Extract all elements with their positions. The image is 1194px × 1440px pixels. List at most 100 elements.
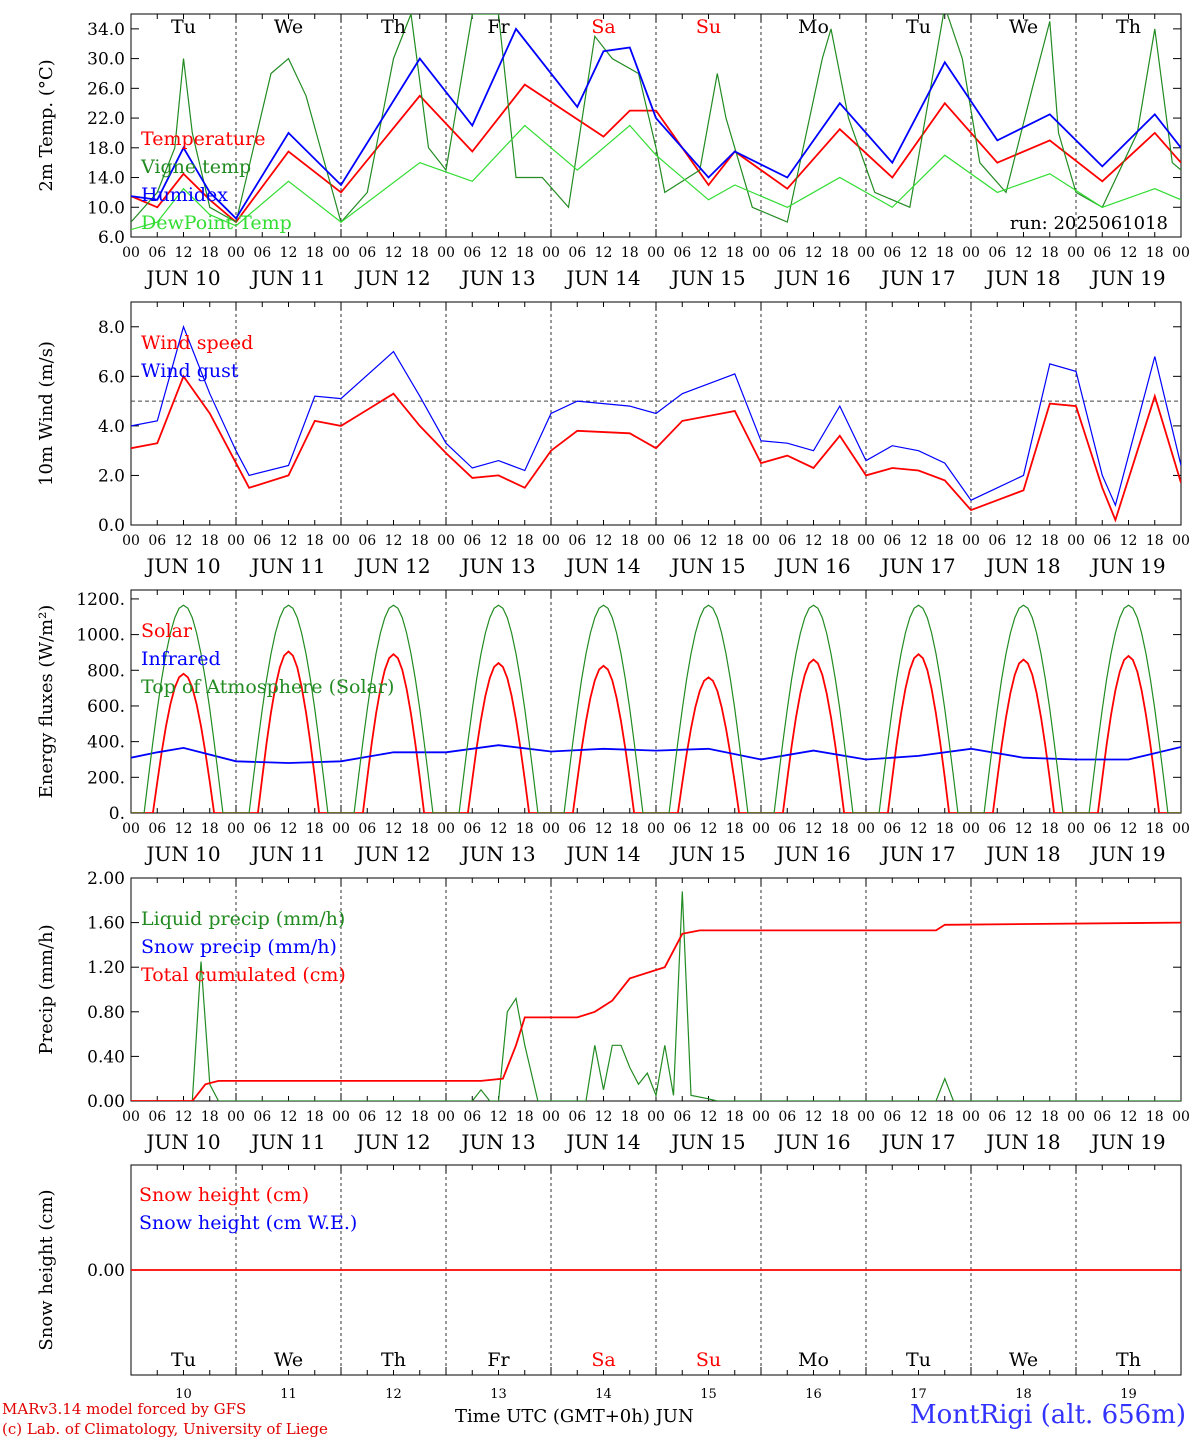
y-tick-label: 10.0 <box>87 198 125 218</box>
hour-tick-label: 18 <box>201 533 219 549</box>
hour-tick-label: 00 <box>542 821 560 837</box>
hour-tick-label: 06 <box>148 1109 166 1125</box>
hour-tick-label: 06 <box>253 533 271 549</box>
hour-tick-label: 00 <box>857 821 875 837</box>
series-line <box>131 324 1181 508</box>
y-tick-label: 0.00 <box>87 1261 125 1281</box>
hour-tick-label: 12 <box>700 245 718 261</box>
y-axis-label: Snow height (cm) <box>36 1189 57 1350</box>
hour-tick-label: 18 <box>201 821 219 837</box>
hour-tick-label: 06 <box>1093 245 1111 261</box>
y-tick-label: 0.00 <box>87 1092 125 1112</box>
hour-tick-label: 18 <box>201 245 219 261</box>
date-label: JUN 10 <box>144 842 220 866</box>
series-line <box>131 83 1181 224</box>
hour-tick-label: 12 <box>1120 245 1138 261</box>
date-label: JUN 12 <box>354 554 430 578</box>
legend-entry: Snow height (cm) <box>139 1184 309 1206</box>
hour-tick-label: 00 <box>332 245 350 261</box>
hour-tick-label: 12 <box>280 533 298 549</box>
hour-tick-label: 00 <box>542 245 560 261</box>
hour-tick-label: 12 <box>910 533 928 549</box>
y-tick-label: 2.0 <box>98 466 125 486</box>
legend-entry: Humidex <box>141 184 228 206</box>
date-label: JUN 10 <box>144 266 220 290</box>
date-label: JUN 12 <box>354 1130 430 1154</box>
hour-tick-label: 12 <box>490 821 508 837</box>
day-number: 14 <box>595 1387 612 1402</box>
y-tick-label: 34.0 <box>87 20 125 40</box>
hour-tick-label: 06 <box>253 1109 271 1125</box>
hour-tick-label: 18 <box>831 821 849 837</box>
hour-tick-label: 00 <box>122 1109 140 1125</box>
hour-tick-label: 06 <box>988 821 1006 837</box>
hour-tick-label: 06 <box>568 1109 586 1125</box>
day-number: 12 <box>385 1387 402 1402</box>
y-tick-label: 26.0 <box>87 79 125 99</box>
hour-tick-label: 00 <box>542 533 560 549</box>
date-label: JUN 17 <box>879 266 955 290</box>
hour-tick-label: 06 <box>988 245 1006 261</box>
date-label: JUN 19 <box>1089 842 1165 866</box>
date-label: JUN 14 <box>564 842 640 866</box>
hour-tick-label: 00 <box>437 533 455 549</box>
y-tick-label: 0.0 <box>98 516 125 536</box>
hour-tick-label: 12 <box>700 1109 718 1125</box>
hour-tick-label: 06 <box>568 533 586 549</box>
hour-tick-label: 00 <box>647 533 665 549</box>
hour-tick-label: 12 <box>595 1109 613 1125</box>
date-label: JUN 18 <box>984 554 1060 578</box>
weekday-label: We <box>274 16 303 38</box>
hour-tick-label: 06 <box>463 245 481 261</box>
hour-tick-label: 12 <box>175 245 193 261</box>
weekday-label: Fr <box>487 16 510 38</box>
hour-tick-label: 18 <box>411 821 429 837</box>
day-number: 13 <box>490 1387 507 1402</box>
hour-tick-label: 12 <box>280 821 298 837</box>
hour-tick-label: 00 <box>752 245 770 261</box>
hour-tick-label: 12 <box>1015 533 1033 549</box>
date-label: JUN 19 <box>1089 266 1165 290</box>
hour-tick-label: 12 <box>910 1109 928 1125</box>
hour-tick-label: 12 <box>385 1109 403 1125</box>
series-line <box>131 744 1181 764</box>
hour-tick-label: 06 <box>1093 533 1111 549</box>
lab-credit: (c) Lab. of Climatology, University of L… <box>2 1420 328 1438</box>
hour-tick-label: 00 <box>542 1109 560 1125</box>
day-number: 15 <box>700 1387 717 1402</box>
hour-tick-label: 06 <box>778 821 796 837</box>
hour-tick-label: 12 <box>175 821 193 837</box>
weekday-label: Su <box>696 16 721 38</box>
series-group <box>131 14 1181 231</box>
hour-tick-label: 12 <box>280 1109 298 1125</box>
date-label: JUN 16 <box>774 842 850 866</box>
hour-tick-label: 00 <box>1067 1109 1085 1125</box>
day-number: 17 <box>910 1387 927 1402</box>
series-line <box>131 124 1181 231</box>
hour-tick-label: 06 <box>463 1109 481 1125</box>
hour-tick-label: 18 <box>1041 245 1059 261</box>
hour-tick-label: 00 <box>857 245 875 261</box>
legend-entry: Total cumulated (cm) <box>141 964 346 986</box>
hour-tick-label: 12 <box>805 1109 823 1125</box>
legend-entry: Snow height (cm W.E.) <box>139 1212 357 1234</box>
weekday-label: Th <box>381 1349 406 1371</box>
hour-tick-label: 00 <box>1067 533 1085 549</box>
date-label: JUN 14 <box>564 266 640 290</box>
date-label: JUN 13 <box>459 842 535 866</box>
date-label: JUN 12 <box>354 266 430 290</box>
weekday-label: Sa <box>591 1349 615 1371</box>
hour-tick-label: 18 <box>936 1109 954 1125</box>
date-label: JUN 15 <box>669 554 745 578</box>
hour-tick-label: 00 <box>437 245 455 261</box>
hour-tick-label: 18 <box>1146 245 1164 261</box>
date-label: JUN 18 <box>984 842 1060 866</box>
hour-tick-label: 06 <box>673 1109 691 1125</box>
hour-tick-label: 12 <box>175 533 193 549</box>
series-line <box>131 27 1181 220</box>
series-group <box>131 604 1181 813</box>
series-line <box>131 604 1181 813</box>
hour-tick-label: 18 <box>516 1109 534 1125</box>
hour-tick-label: 06 <box>673 821 691 837</box>
